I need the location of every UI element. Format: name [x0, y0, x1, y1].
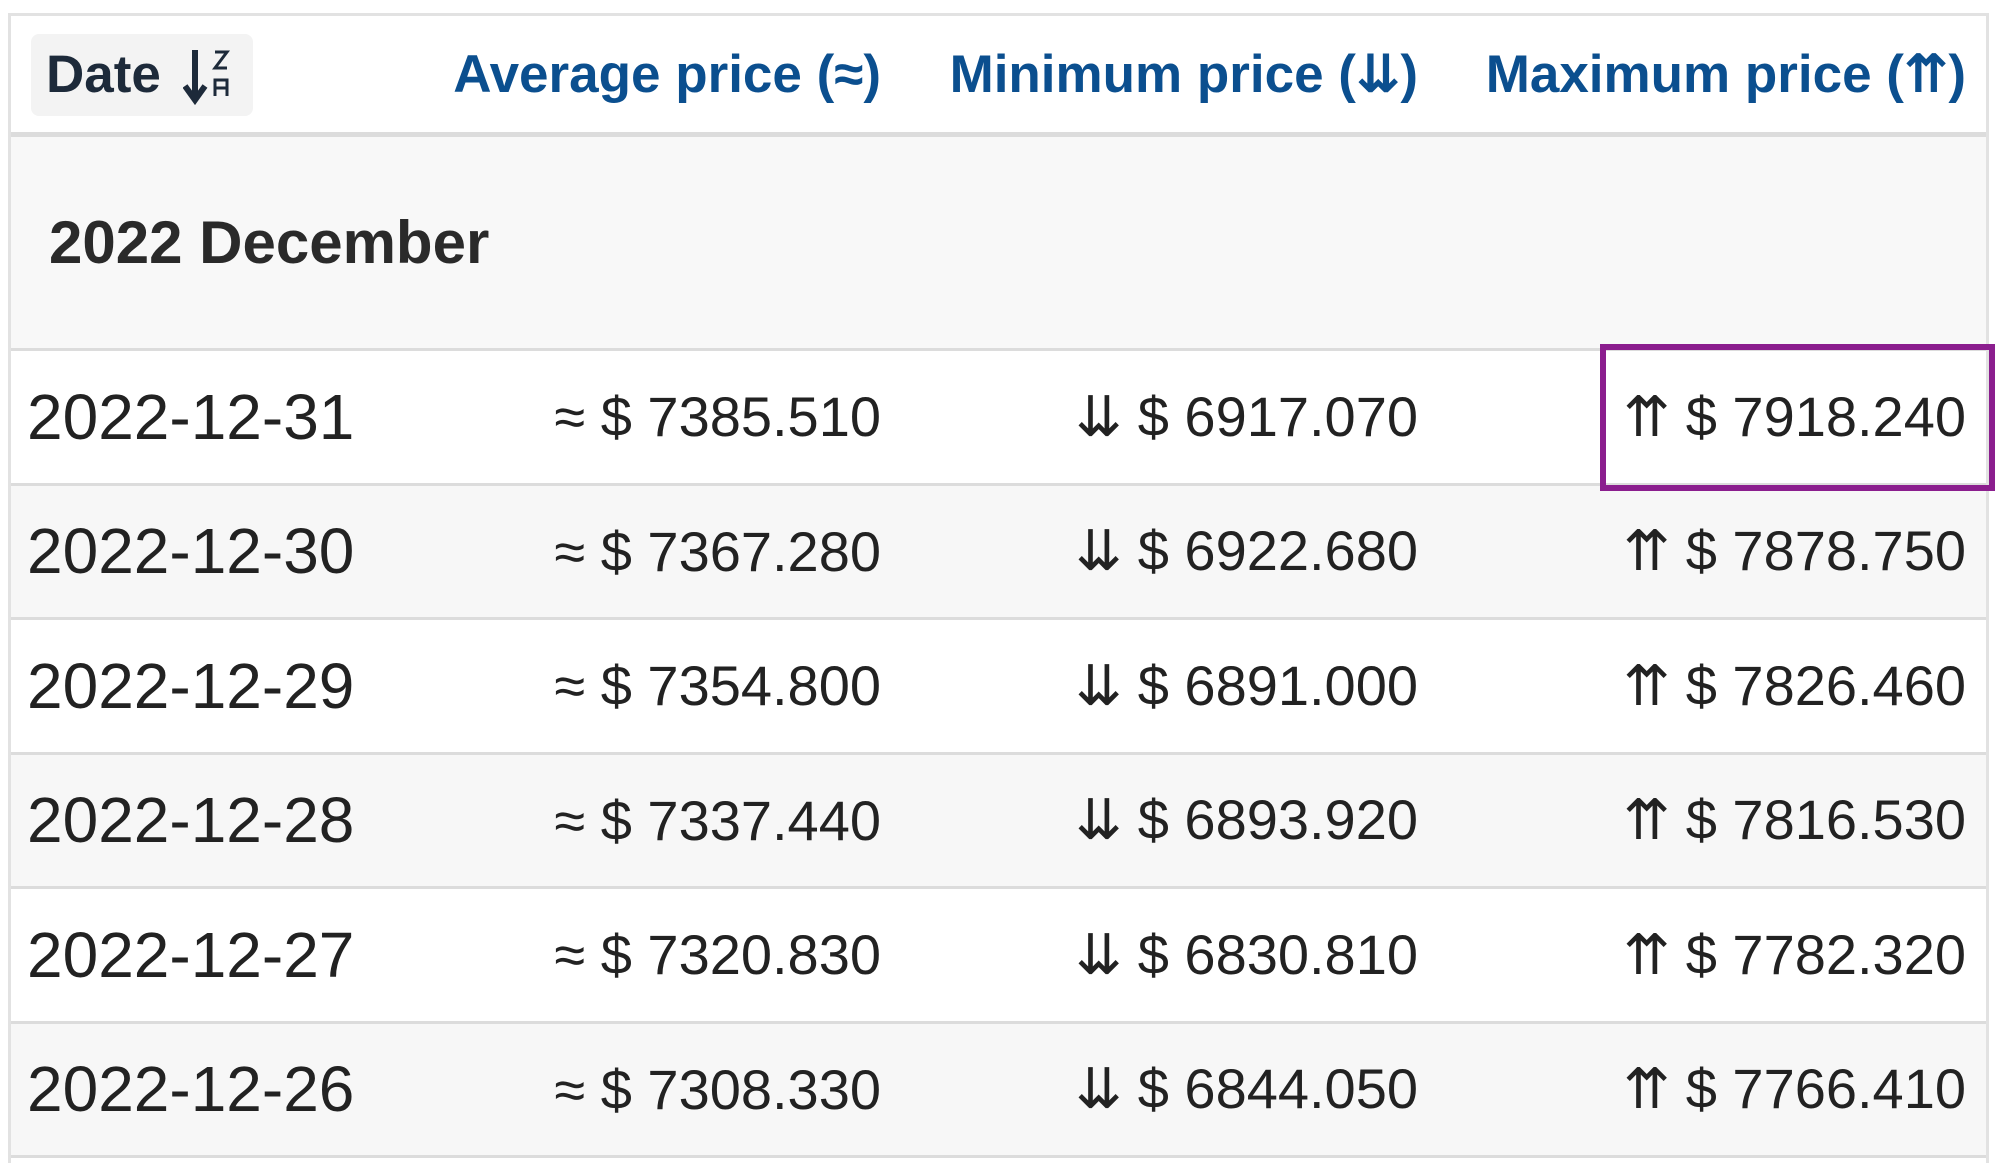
price-cell: ≈ $ 7354.800: [554, 654, 881, 718]
price-cell: ⇈ $ 7878.750: [1623, 519, 1966, 583]
date-cell: 2022-12-26: [27, 1053, 355, 1126]
date-cell: 2022-12-30: [27, 515, 355, 588]
price-cell: ≈ $ 7385.510: [554, 385, 881, 449]
price-cell: ≈ $ 7367.280: [554, 519, 881, 583]
table-row: 2022-12-29 ≈ $ 7354.800 ⇊ $ 6891.000 ⇈ $ 78…: [11, 620, 1986, 755]
price-cell: ≈ $ 7308.330: [554, 1057, 881, 1121]
table-row: 2022-12-28 ≈ $ 7337.440 ⇊ $ 6893.920 ⇈ $ 78…: [11, 754, 1986, 889]
date-sort-button[interactable]: [31, 34, 253, 116]
price-cell: ⇈ $ 7816.530: [1623, 788, 1966, 852]
column-header[interactable]: Minimum price (⇊): [949, 44, 1418, 104]
table-row: 2022-12-27 ≈ $ 7320.830 ⇊ $ 6830.810 ⇈ $ 77…: [11, 889, 1986, 1024]
date-cell: 2022-12-29: [27, 649, 355, 722]
group-row: 2022 December: [11, 137, 1986, 351]
price-cell: ⇊ $ 6891.000: [1075, 653, 1418, 717]
date-cell: 2022-12-27: [27, 918, 355, 991]
price-cell: ⇊ $ 6844.050: [1075, 1057, 1418, 1121]
sort-icon: [183, 50, 230, 106]
price-table: Date Average price (≈) Minimum price (⇊)…: [8, 13, 1989, 1163]
date-cell: 2022-12-28: [27, 784, 355, 857]
price-cell: ⇊ $ 6917.070: [1075, 384, 1418, 448]
price-cell: ⇊ $ 6830.810: [1075, 922, 1418, 986]
column-header[interactable]: Average price (≈): [453, 44, 881, 104]
column-header[interactable]: Maximum price (⇈): [1485, 44, 1966, 104]
price-cell: ⇈ $ 7782.320: [1623, 922, 1966, 986]
price-cell: ⇈ $ 7766.410: [1623, 1057, 1966, 1121]
table-row: 2022-12-30 ≈ $ 7367.280 ⇊ $ 6922.680 ⇈ $ 78…: [11, 485, 1986, 620]
table-row: 2022-12-26 ≈ $ 7308.330 ⇊ $ 6844.050 ⇈ $ 77…: [11, 1023, 1986, 1158]
price-cell: ≈ $ 7320.830: [554, 923, 881, 987]
group-title: 2022 December: [49, 209, 490, 276]
price-cell: ⇊ $ 6893.920: [1075, 788, 1418, 852]
column-header[interactable]: Date: [46, 44, 161, 104]
date-cell: 2022-12-31: [27, 380, 355, 453]
price-cell: ⇊ $ 6922.680: [1075, 519, 1418, 583]
table-header: Date Average price (≈) Minimum price (⇊)…: [11, 16, 1986, 137]
price-cell: ≈ $ 7337.440: [554, 788, 881, 852]
price-cell: ⇈ $ 7826.460: [1623, 653, 1966, 717]
table-row: 2022-12-31 ≈ $ 7385.510 ⇊ $ 6917.070 ⇈ $ 79…: [11, 351, 1986, 486]
price-cell: ⇈ $ 7918.240: [1623, 384, 1966, 448]
highlight-box: [1600, 344, 1995, 491]
